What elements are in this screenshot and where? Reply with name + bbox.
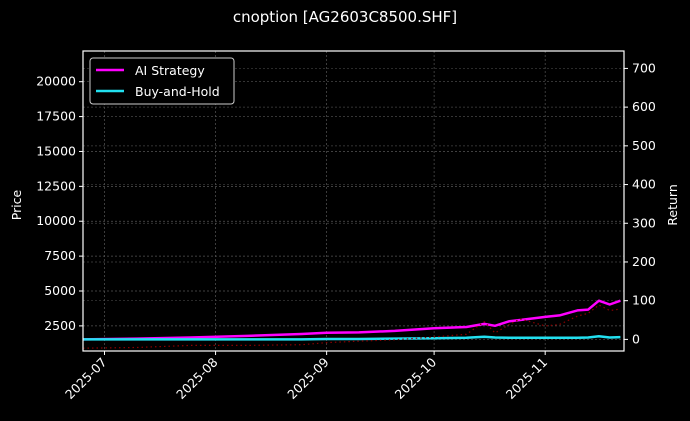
right-tick-label: 400 — [632, 177, 656, 192]
right-axis-label: Return — [665, 184, 680, 225]
left-y-axis: 2500 5000 7500 10000 12500 15000 17500 20000 — [36, 74, 83, 333]
left-axis-label: Price — [9, 189, 24, 220]
legend-label-buy-and-hold: Buy-and-Hold — [135, 84, 220, 99]
plot-frame — [82, 50, 625, 352]
left-tick-label: 12500 — [36, 178, 76, 193]
x-tick-label: 2025-10 — [392, 354, 440, 402]
right-tick-label: 200 — [632, 254, 656, 269]
right-tick-label: 100 — [632, 293, 656, 308]
chart-title: cnoption [AG2603C8500.SHF] — [232, 8, 458, 26]
x-tick-label: 2025-11 — [503, 355, 551, 403]
gridlines — [83, 51, 624, 351]
legend-label-ai-strategy: AI Strategy — [135, 63, 205, 78]
plot-series — [82, 299, 621, 349]
x-axis: 2025-07 2025-08 2025-09 2025-10 2025-11 — [62, 351, 550, 402]
x-tick-label: 2025-09 — [284, 354, 332, 402]
series-ai-strategy — [82, 299, 621, 341]
left-tick-label: 5000 — [44, 283, 76, 298]
x-tick-label: 2025-07 — [62, 355, 110, 403]
left-tick-label: 7500 — [44, 248, 76, 263]
right-tick-label: 600 — [632, 99, 656, 114]
left-tick-label: 2500 — [44, 318, 76, 333]
left-tick-label: 15000 — [36, 143, 76, 158]
right-tick-label: 0 — [632, 331, 640, 346]
legend-box — [89, 57, 235, 105]
legend: AI Strategy Buy-and-Hold — [89, 57, 235, 105]
right-tick-label: 500 — [632, 138, 656, 153]
left-tick-label: 20000 — [36, 74, 76, 89]
right-tick-label: 300 — [632, 215, 656, 230]
left-tick-label: 17500 — [36, 109, 76, 124]
series-buy-and-hold — [83, 335, 621, 341]
series-price — [82, 304, 621, 349]
right-y-axis: 0 100 200 300 400 500 600 700 — [624, 60, 656, 346]
x-tick-label: 2025-08 — [173, 354, 221, 402]
left-tick-label: 10000 — [36, 213, 76, 228]
right-tick-label: 700 — [632, 60, 656, 75]
